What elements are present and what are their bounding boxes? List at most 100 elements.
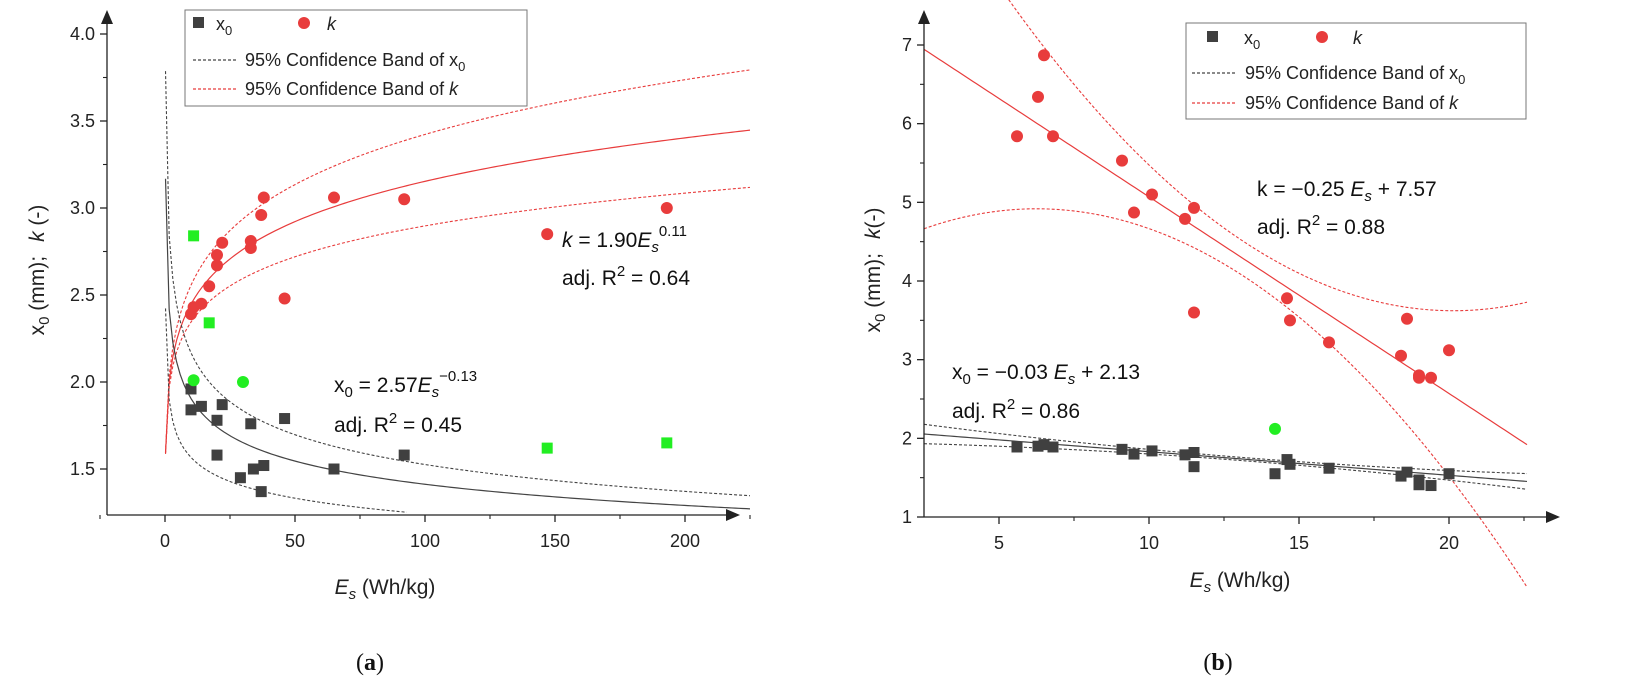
panel-a-point-k [328, 191, 340, 204]
panel-a-point-k [255, 208, 268, 221]
panel-b-point-x0 [1116, 443, 1128, 455]
panel-b-y-tick-label: 3 [902, 350, 912, 370]
panel-b-point-x0 [1188, 446, 1200, 458]
panel-b-y-tick-label: 6 [902, 114, 912, 134]
panel-b-point-outlier-circles [1269, 422, 1281, 435]
panel-b-point-k [1413, 371, 1425, 384]
panel-b-data-points [1011, 49, 1455, 492]
panel-a-point-outlier-circles [187, 374, 200, 387]
panel-b-point-k [1128, 206, 1140, 219]
panel-a-point-x0 [216, 399, 228, 411]
panel-b-point-k [1284, 314, 1296, 327]
panel-b-point-k [1401, 312, 1413, 325]
panel-a-legend-band-k-label: 95% Confidence Band of k [245, 79, 459, 99]
panel-a-data-points [185, 191, 673, 498]
panel-a-x-tick-label: 200 [670, 531, 700, 551]
panel-a-point-k [244, 235, 257, 248]
panel-b-point-x0 [1443, 468, 1455, 480]
panel-a-point-x0 [185, 404, 197, 416]
panel-b-point-x0 [1395, 470, 1407, 482]
panel-b-legend-x0-marker [1207, 31, 1218, 42]
panel-a-point-outlier-squares [188, 230, 200, 242]
panel-a-y-label: x0 (mm);k (-) [26, 205, 53, 336]
panel-b-caption: (b) [1203, 650, 1232, 676]
panel-b: 5 10 15 20 1 2 3 4 5 6 7 x0 (mm);k(-) Es (Wh/kg) x… [862, 0, 1560, 676]
panel-a: 0 50 100 150 200 1.5 2.0 2.5 3.0 3.5 4.0 x0 (mm);k… [26, 9, 751, 676]
panel-a-point-k [195, 297, 208, 310]
panel-a-fit-curves [164, 69, 751, 513]
panel-a-point-k [398, 193, 411, 206]
panel-a-point-x0 [258, 460, 270, 472]
panel-a-point-outlier-squares [203, 317, 215, 329]
panel-b-point-k [1116, 154, 1128, 167]
panel-a-legend-k-label: k [327, 14, 337, 34]
panel-b-legend-k-label: k [1353, 28, 1363, 48]
panel-a-legend-x0-marker [193, 17, 204, 28]
panel-b-point-x0 [1323, 462, 1335, 474]
panel-b-axes [918, 10, 1560, 523]
panel-b-point-k [1146, 188, 1158, 201]
panel-b-point-k [1032, 90, 1044, 103]
panel-a-point-k [660, 202, 673, 214]
panel-b-point-x0 [1188, 461, 1200, 473]
panel-a-x-tick-label: 50 [285, 531, 305, 551]
panel-a-point-outlier-circles [237, 376, 249, 388]
panel-a-x-tick-label: 150 [540, 531, 570, 551]
panel-b-k-equation: k = −0.25 Es + 7.57 [1257, 178, 1437, 205]
panel-a-y-tick-label: 2.0 [70, 372, 95, 392]
panel-b-point-x0 [1038, 439, 1050, 451]
panel-a-point-k [257, 191, 270, 204]
panel-a-point-x0 [279, 413, 291, 425]
panel-b-k-band-upper [1008, 0, 1528, 312]
panel-a-y-tick-label: 3.0 [70, 198, 95, 218]
panel-a-point-x0 [398, 449, 410, 461]
panel-a-k-equation: k = 1.90Es0.11 [562, 223, 687, 256]
panel-b-point-k [1425, 371, 1437, 384]
panel-b-point-x0 [1047, 441, 1059, 453]
panel-b-point-k [1395, 349, 1407, 362]
panel-a-point-x0 [185, 383, 197, 395]
panel-a-legend: x0 k 95% Confidence Band of x0 95% Confi… [184, 9, 528, 107]
panel-b-x-tick-label: 5 [994, 533, 1004, 553]
panel-a-point-x0 [247, 463, 259, 475]
panel-a-point-x0 [211, 449, 223, 461]
panel-b-point-k [1011, 130, 1023, 143]
panel-b-x-tick-label: 20 [1439, 533, 1459, 553]
panel-b-point-k [1047, 130, 1059, 143]
panel-b-point-k [1038, 49, 1050, 62]
panel-b-point-x0 [1425, 480, 1437, 492]
panel-a-axes [101, 10, 740, 521]
panel-b-point-x0 [1011, 441, 1023, 453]
panel-a-legend-band-x0-label: 95% Confidence Band of x0 [245, 50, 465, 74]
panel-a-legend-x0-label: x0 [216, 14, 232, 38]
panel-a-point-k [211, 259, 223, 272]
panel-a-point-k [203, 280, 216, 293]
panel-b-point-k [1323, 336, 1335, 349]
panel-b-point-k [1443, 344, 1455, 357]
panel-b-legend-band-k-label: 95% Confidence Band of k [1245, 93, 1459, 113]
panel-a-point-outlier-squares [661, 437, 673, 449]
panel-b-point-x0 [1032, 440, 1044, 452]
panel-b-legend: x0 k 95% Confidence Band of x0 95% Confi… [1185, 22, 1527, 120]
panel-a-point-x0 [234, 472, 246, 484]
panel-a-y-tick-label: 3.5 [70, 111, 95, 131]
panel-a-y-arrow [101, 10, 113, 24]
panel-a-k-band-upper [164, 69, 751, 453]
panel-b-y-tick-label: 4 [902, 271, 912, 291]
panel-a-x-arrow [726, 509, 740, 521]
panel-b-x-tick-label: 15 [1289, 533, 1309, 553]
panel-a-point-x0 [195, 400, 207, 412]
panel-a-point-k [211, 248, 223, 261]
panel-b-x0-band-lower [923, 443, 1528, 490]
panel-a-ticks: 0 50 100 150 200 1.5 2.0 2.5 3.0 3.5 4.0 [70, 24, 751, 551]
panel-a-x0-equation: x0 = 2.57Es−0.13 [334, 368, 477, 401]
panel-a-y-tick-label: 1.5 [70, 459, 95, 479]
panel-a-x0-fit [164, 178, 751, 510]
panel-b-legend-x0-label: x0 [1244, 28, 1260, 52]
panel-a-point-x0 [245, 418, 257, 430]
panel-a-point-k [278, 292, 291, 305]
panel-a-k-r2: adj. R2 = 0.64 [562, 263, 690, 290]
panel-a-point-outlier-squares [541, 442, 553, 454]
panel-b-x0-band-upper [923, 423, 1528, 475]
panel-b-y-tick-label: 5 [902, 192, 912, 212]
